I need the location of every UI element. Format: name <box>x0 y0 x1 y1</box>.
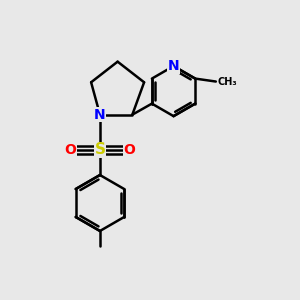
Text: S: S <box>94 142 105 158</box>
Text: N: N <box>94 108 106 122</box>
Text: CH₃: CH₃ <box>217 76 237 86</box>
Text: O: O <box>124 143 135 157</box>
Text: N: N <box>168 59 179 73</box>
Text: O: O <box>64 143 76 157</box>
